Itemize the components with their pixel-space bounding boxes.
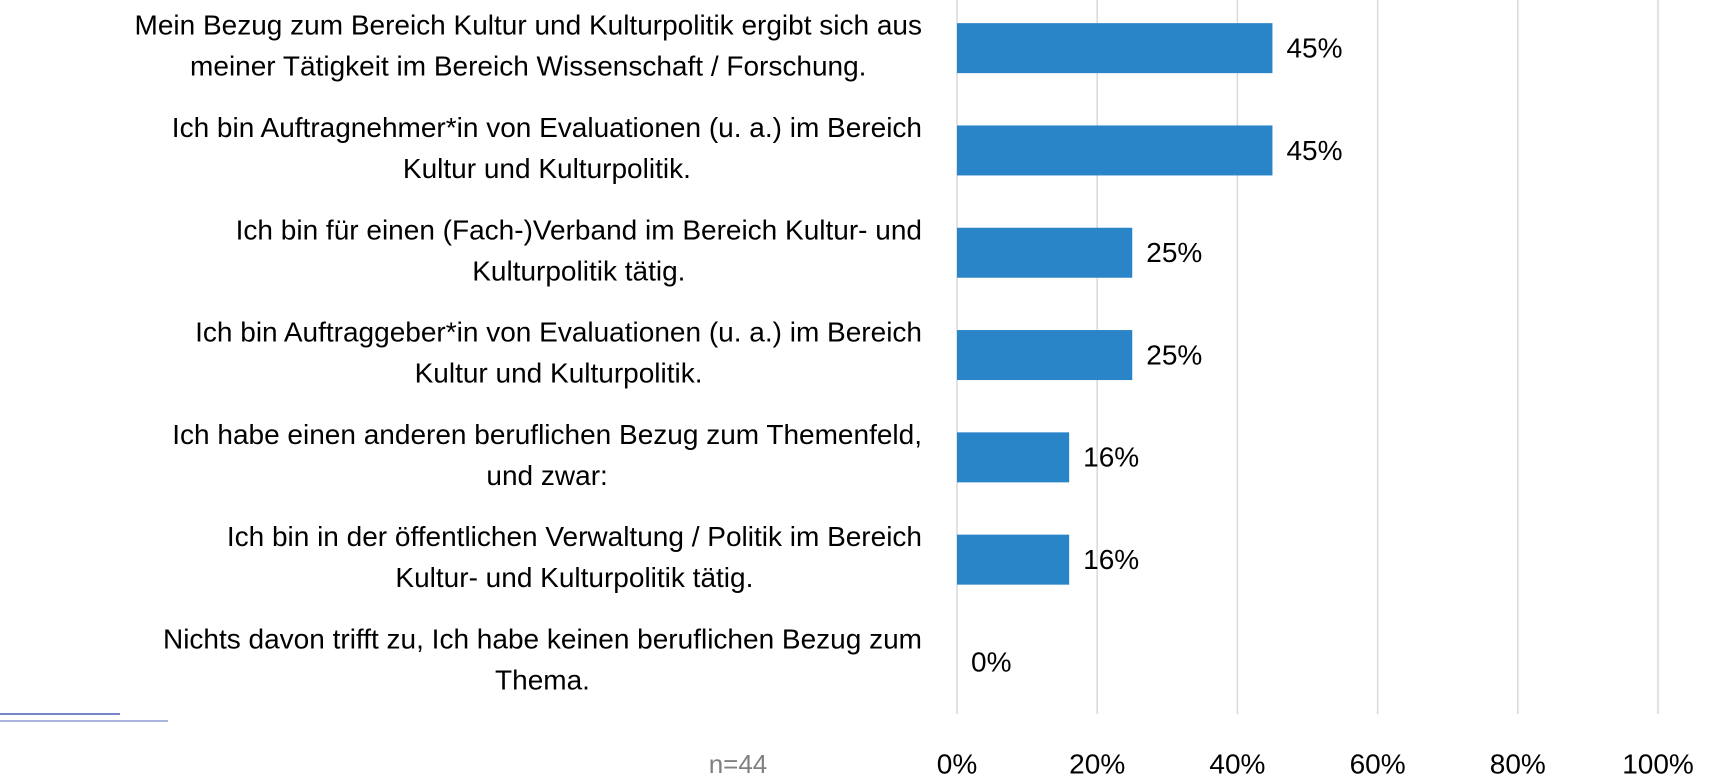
- bar: [957, 23, 1273, 74]
- category-label: Ich bin Auftraggeber*in von Evaluationen…: [195, 317, 922, 389]
- category-label: Ich bin in der öffentlichen Verwaltung /…: [227, 522, 922, 594]
- value-label: 16%: [1083, 544, 1139, 575]
- bar: [957, 125, 1273, 176]
- bar: [957, 227, 1133, 278]
- value-label: 16%: [1083, 442, 1139, 473]
- bar: [957, 432, 1070, 483]
- category-label: Mein Bezug zum Bereich Kultur und Kultur…: [135, 10, 923, 82]
- value-label: 45%: [1286, 33, 1342, 64]
- category-label: Ich bin Auftragnehmer*in von Evaluatione…: [172, 112, 922, 184]
- value-label: 25%: [1146, 237, 1202, 268]
- category-label: Ich bin für einen (Fach-)Verband im Bere…: [236, 215, 922, 287]
- x-tick-label: 60%: [1350, 748, 1406, 774]
- sample-note: n=44: [709, 749, 768, 774]
- value-label: 0%: [971, 646, 1011, 677]
- category-label: Nichts davon trifft zu, Ich habe keinen …: [163, 624, 922, 696]
- value-label: 25%: [1146, 339, 1202, 370]
- bar: [957, 330, 1133, 381]
- bar: [957, 534, 1070, 585]
- x-tick-label: 100%: [1622, 748, 1694, 774]
- x-tick-label: 20%: [1069, 748, 1125, 774]
- x-tick-label: 80%: [1490, 748, 1546, 774]
- x-tick-label: 40%: [1209, 748, 1265, 774]
- category-label: Ich habe einen anderen beruflichen Bezug…: [172, 419, 922, 491]
- x-tick-label: 0%: [937, 748, 977, 774]
- value-label: 45%: [1286, 135, 1342, 166]
